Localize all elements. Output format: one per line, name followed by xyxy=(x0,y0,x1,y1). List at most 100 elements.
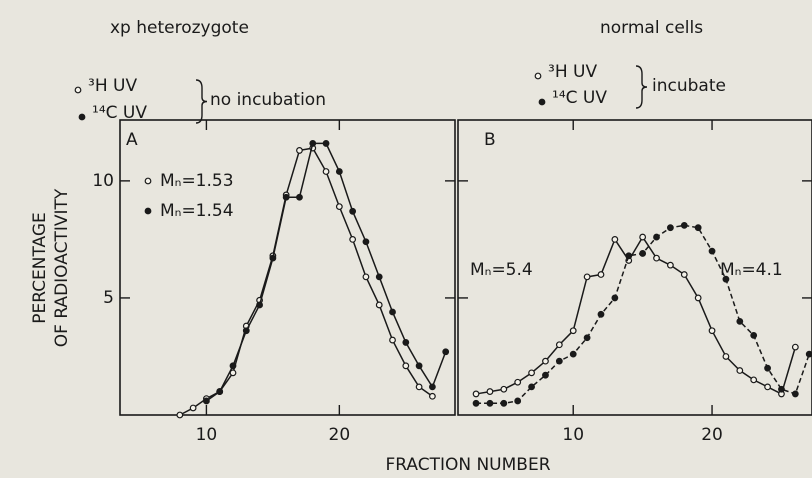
filled-marker xyxy=(296,193,303,201)
annotation: Mₙ=1.54 xyxy=(160,201,234,221)
filled-marker xyxy=(639,250,647,257)
filled-marker xyxy=(442,348,450,356)
filled-marker xyxy=(708,247,716,255)
panel-frame xyxy=(119,119,456,416)
y-axis-label: PERCENTAGE xyxy=(30,212,50,324)
open-marker xyxy=(189,404,197,412)
filled-marker xyxy=(144,207,152,215)
open-marker xyxy=(500,385,508,393)
legend-entry: ¹⁴C UV xyxy=(92,103,147,123)
legend-entry: ³H UV xyxy=(88,76,137,96)
open-marker xyxy=(402,362,410,370)
open-marker xyxy=(429,392,436,400)
filled-marker xyxy=(203,397,210,405)
filled-marker xyxy=(694,224,702,232)
panel-title: xp heterozygote xyxy=(110,18,249,38)
legend-note: no incubation xyxy=(210,90,326,110)
filled-marker xyxy=(791,390,799,398)
filled-marker xyxy=(429,383,436,391)
filled-marker xyxy=(611,294,619,302)
open-marker xyxy=(639,233,647,241)
filled-marker xyxy=(322,140,330,147)
open-marker xyxy=(349,236,357,243)
filled-marker xyxy=(667,224,674,232)
open-marker xyxy=(534,72,542,80)
panel-label: B xyxy=(484,130,496,150)
panel-frame xyxy=(457,119,812,416)
filled-marker xyxy=(389,308,396,316)
filled-marker xyxy=(583,334,591,342)
annotation: Mₙ=4.1 xyxy=(720,260,783,280)
filled-marker xyxy=(764,364,771,372)
x-tick-label: 20 xyxy=(701,425,723,445)
open-marker xyxy=(375,301,383,309)
filled-marker xyxy=(514,397,522,405)
y-tick-label: 10 xyxy=(92,171,114,191)
open-marker xyxy=(176,411,184,419)
open-marker xyxy=(415,383,423,391)
open-marker xyxy=(736,367,744,374)
open-marker xyxy=(583,273,591,281)
open-marker xyxy=(597,271,605,278)
open-marker xyxy=(472,390,480,398)
open-marker xyxy=(722,353,730,360)
y-axis-label: OF RADIOACTIVITY xyxy=(52,188,72,347)
filled-marker xyxy=(542,371,549,379)
filled-marker xyxy=(269,254,277,262)
open-marker xyxy=(542,357,549,365)
open-marker xyxy=(296,147,303,154)
filled-marker xyxy=(335,168,343,175)
open-marker xyxy=(389,336,396,344)
open-marker xyxy=(764,383,771,391)
filled-marker xyxy=(349,207,357,215)
filled-marker xyxy=(597,310,605,318)
filled-marker xyxy=(216,388,224,395)
open-marker xyxy=(362,273,370,281)
filled-marker xyxy=(750,331,758,339)
open-marker xyxy=(611,236,619,243)
open-marker xyxy=(528,369,535,377)
filled-marker xyxy=(375,273,383,281)
annotation: Mₙ=1.53 xyxy=(160,171,234,191)
filled-marker xyxy=(555,357,563,365)
open-marker xyxy=(750,376,758,384)
filled-marker xyxy=(722,275,730,283)
filled-marker xyxy=(653,233,660,241)
filled-marker xyxy=(402,339,410,346)
filled-marker xyxy=(778,385,785,393)
open-marker xyxy=(486,388,494,395)
filled-marker xyxy=(229,362,237,370)
open-marker xyxy=(555,341,563,349)
filled-marker xyxy=(242,327,250,335)
open-marker xyxy=(322,168,330,175)
annotation: Mₙ=5.4 xyxy=(470,260,533,280)
x-tick-label: 10 xyxy=(562,425,584,445)
filled-marker xyxy=(472,399,480,407)
filled-marker xyxy=(569,350,577,358)
legend-note: incubate xyxy=(652,76,726,96)
x-tick-label: 10 xyxy=(196,425,218,445)
filled-marker xyxy=(415,362,423,370)
filled-marker xyxy=(805,350,812,358)
open-marker xyxy=(791,343,799,351)
filled-marker xyxy=(736,317,744,325)
open-marker xyxy=(667,261,674,269)
panel-title: normal cells xyxy=(600,18,703,38)
x-tick-label: 20 xyxy=(329,425,351,445)
open-marker xyxy=(569,327,577,335)
filled-marker xyxy=(625,252,633,260)
open-marker xyxy=(680,271,688,278)
open-marker xyxy=(144,177,152,185)
open-marker xyxy=(514,378,522,386)
filled-marker xyxy=(500,399,508,407)
open-marker xyxy=(335,203,343,211)
filled-marker xyxy=(309,140,317,147)
filled-marker xyxy=(256,301,263,309)
y-tick-label: 5 xyxy=(103,288,114,308)
open-marker xyxy=(74,86,82,94)
filled-marker xyxy=(362,238,370,246)
filled-marker xyxy=(282,193,290,201)
legend-entry: ³H UV xyxy=(548,62,597,82)
